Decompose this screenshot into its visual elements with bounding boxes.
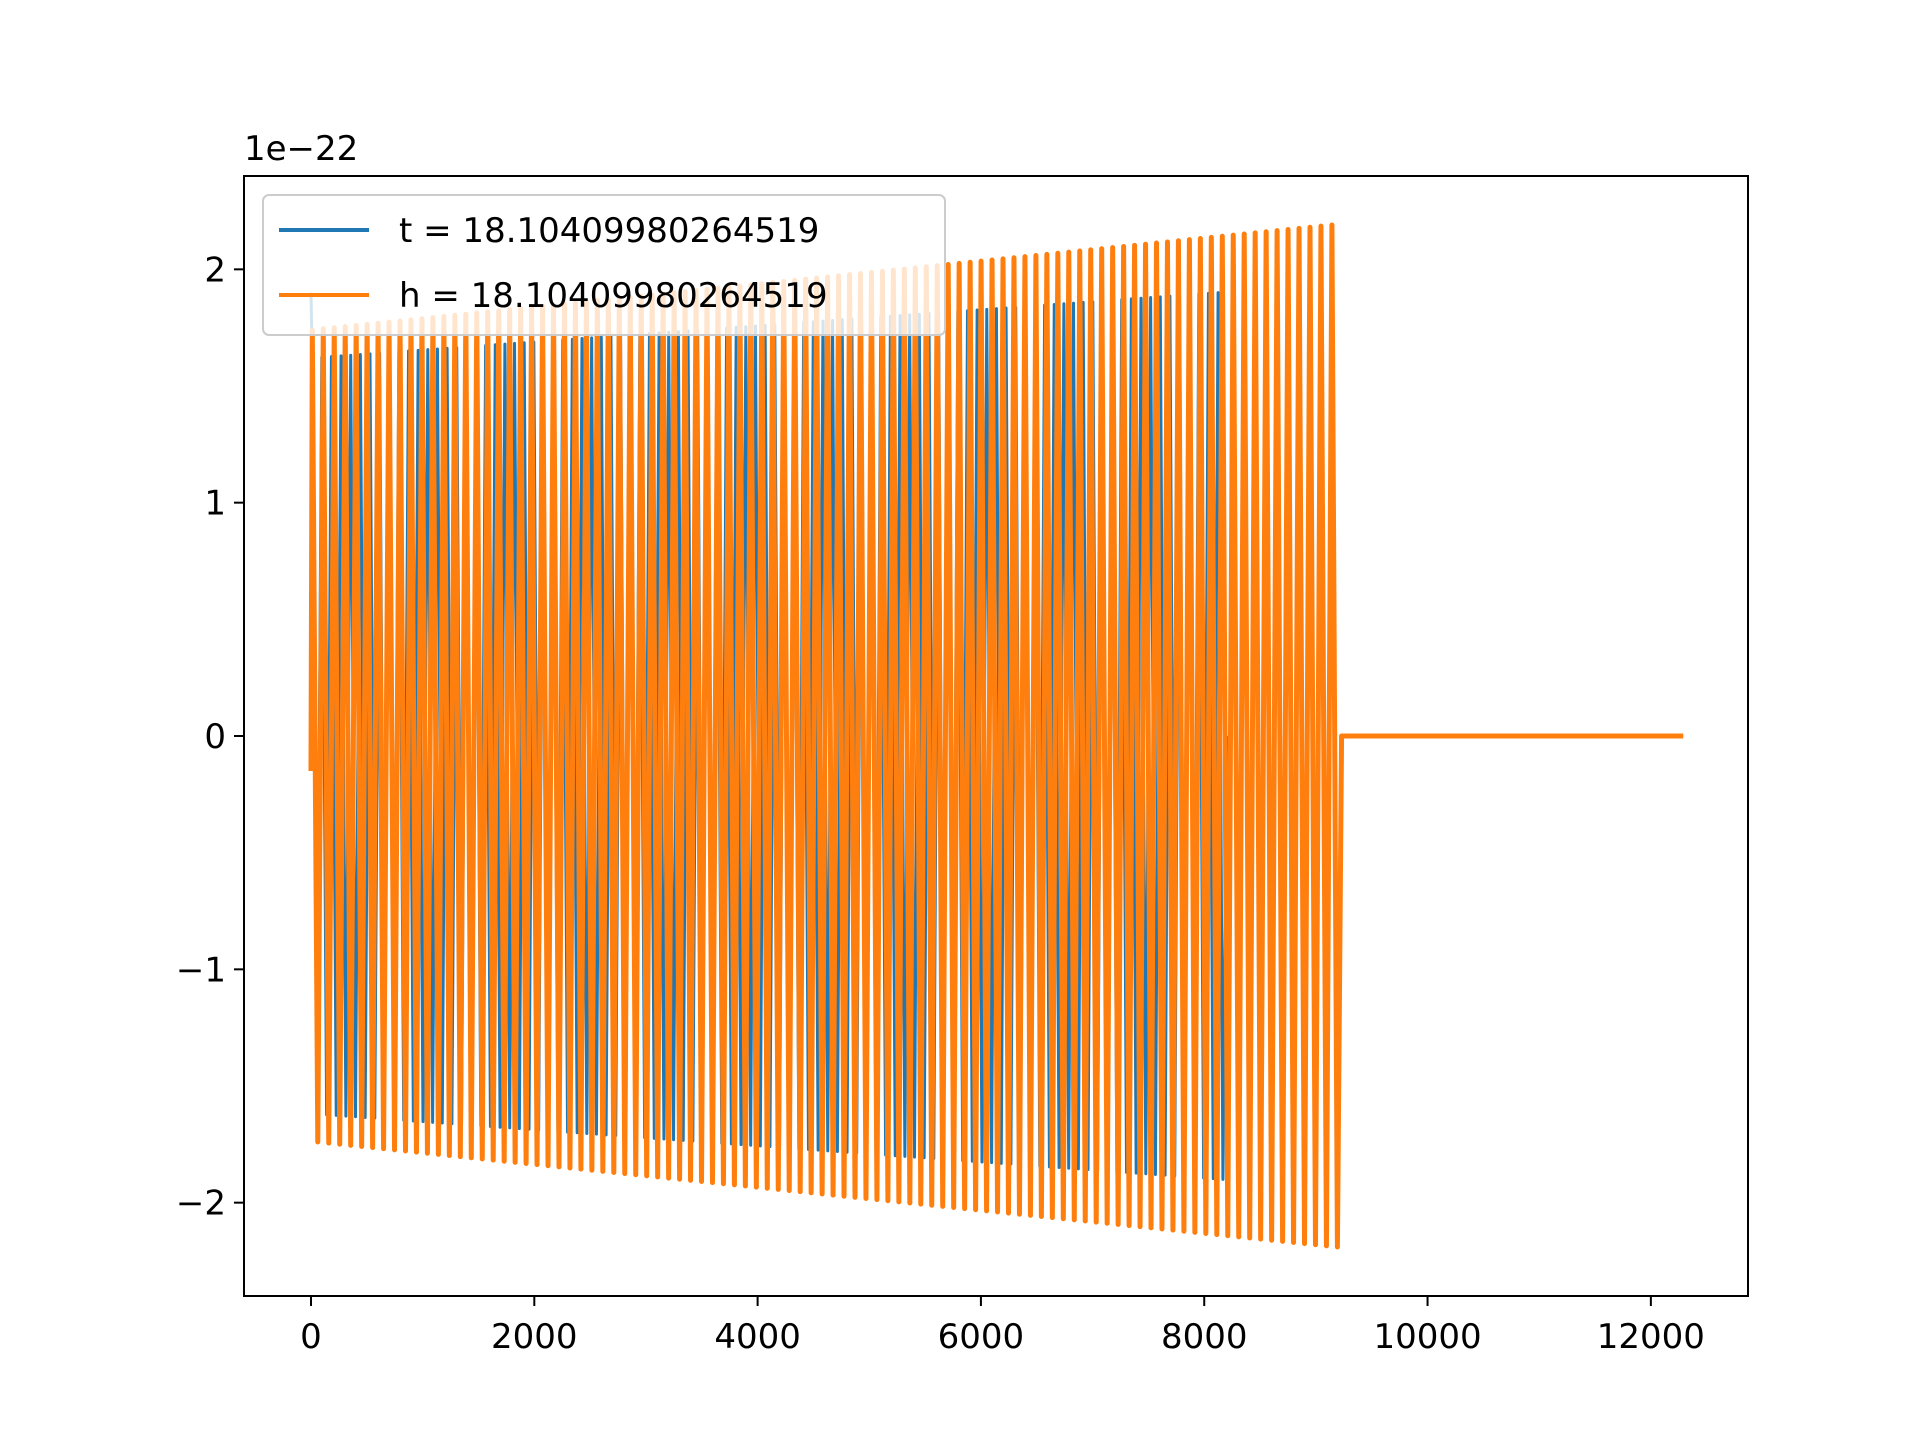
y-axis: −2 −1 0 1 2 <box>176 250 244 1224</box>
series-layer <box>308 222 1684 1250</box>
y-tick-label: −1 <box>176 950 226 990</box>
x-tick-label: 0 <box>300 1317 322 1357</box>
x-tick-label: 6000 <box>938 1317 1025 1357</box>
x-tick-label: 8000 <box>1161 1317 1248 1357</box>
x-tick-label: 10000 <box>1373 1317 1481 1357</box>
x-tick-label: 2000 <box>491 1317 578 1357</box>
legend: t = 18.10409980264519 h = 18.10409980264… <box>262 194 946 336</box>
legend-label-h: h = 18.10409980264519 <box>399 276 828 316</box>
x-tick-label: 12000 <box>1597 1317 1705 1357</box>
x-tick-label: 4000 <box>714 1317 801 1357</box>
legend-label-t: t = 18.10409980264519 <box>399 211 819 251</box>
y-tick-label: 2 <box>204 250 226 290</box>
legend-frame <box>262 194 946 336</box>
y-tick-label: 1 <box>204 484 226 524</box>
x-axis: 0 2000 4000 6000 8000 10000 12000 <box>300 1296 1705 1357</box>
y-offset-label: 1e−22 <box>244 129 358 169</box>
y-tick-label: −2 <box>176 1184 226 1224</box>
y-tick-label: 0 <box>204 717 226 757</box>
